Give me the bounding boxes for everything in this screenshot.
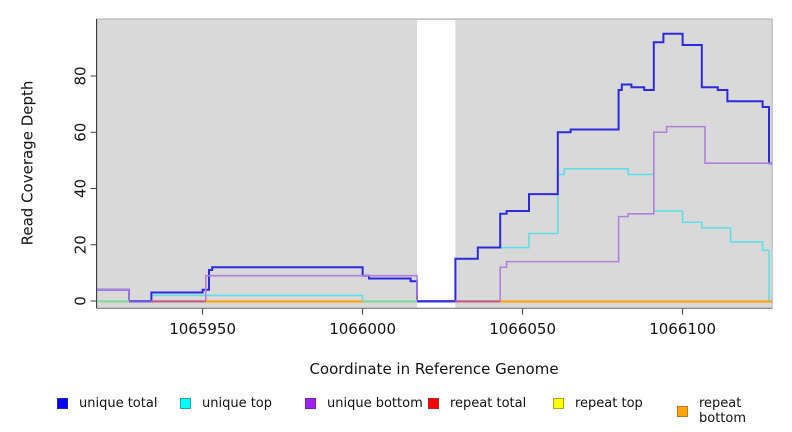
series-unique-total xyxy=(97,32,773,302)
y-tick-label: 0 xyxy=(72,296,90,306)
x-tick-label: 1066000 xyxy=(329,320,396,338)
coverage-gap-band xyxy=(417,20,456,308)
y-axis-label-text: Read Coverage Depth xyxy=(18,80,36,246)
y-tick-label: 60 xyxy=(72,123,90,142)
x-tick-label: 1065950 xyxy=(169,320,236,338)
series-unique-bottom xyxy=(97,125,773,302)
y-tick-label: 20 xyxy=(72,235,90,254)
x-axis-label: Coordinate in Reference Genome xyxy=(309,360,559,378)
y-tick-label: 80 xyxy=(72,66,90,85)
x-tick-label: 1066050 xyxy=(489,320,556,338)
y-tick-label: 40 xyxy=(72,179,90,198)
x-tick-label: 1066100 xyxy=(649,320,716,338)
